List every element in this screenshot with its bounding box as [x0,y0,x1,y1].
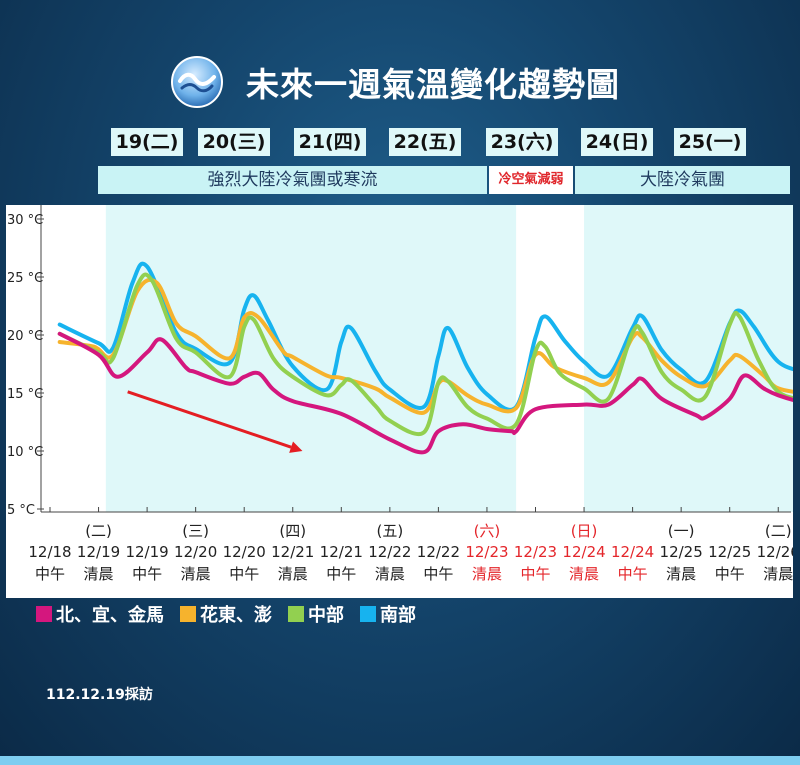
legend-swatch-central [288,606,304,622]
x-tick-date: 12/23 [514,543,557,561]
legend-item-central: 中部 [288,601,344,627]
day-label: 25(一) [674,128,746,156]
x-tick-date: 12/21 [320,543,363,561]
x-tick-date: 12/24 [611,543,654,561]
x-tick-time: 中午 [423,565,453,583]
day-label: 19(二) [111,128,183,156]
y-tick-label: 20 °C [7,329,43,344]
legend-item-south: 南部 [360,601,416,627]
x-tick-weekday: (二) [765,522,792,540]
x-tick-weekday: (六) [474,522,501,540]
x-tick-date: 12/20 [223,543,266,561]
x-tick-date: 12/18 [28,543,71,561]
day-label: 24(日) [581,128,653,156]
weather-bureau-logo-icon [171,56,223,108]
x-tick-time: 清晨 [84,565,114,583]
legend-label-south: 南部 [380,605,416,626]
regime-band-cold-surge: 強烈大陸冷氣團或寒流 [98,166,487,194]
regime-band-weakening: 冷空氣減弱 [489,166,573,194]
bottom-accent-bar [0,756,800,765]
x-tick-time: 清晨 [569,565,599,583]
x-tick-time: 清晨 [278,565,308,583]
temperature-trend-chart: 30 °C 25 °C 20 °C 15 °C 10 °C 5 °C 12/18 中午 (二) 1… [6,205,793,598]
x-tick-weekday: (二) [85,522,112,540]
legend-swatch-east [180,606,196,622]
legend-swatch-north [36,606,52,622]
x-tick-time: 清晨 [375,565,405,583]
x-tick-time: 清晨 [666,565,696,583]
page-title: 未來一週氣溫變化趨勢圖 [246,65,620,104]
x-tick-date: 12/21 [271,543,314,561]
series-line-east [57,277,793,415]
legend-item-east: 花東、澎 [180,601,272,627]
shaded-region [584,205,793,512]
series-line-south [57,261,793,412]
x-tick-date: 12/22 [417,543,460,561]
legend-label-east: 花東、澎 [200,605,272,626]
x-tick-time: 清晨 [472,565,502,583]
day-label: 20(三) [198,128,270,156]
x-tick-time: 中午 [132,565,162,583]
x-tick-weekday: (日) [571,522,598,540]
x-tick-time: 清晨 [763,565,793,583]
x-tick-time: 中午 [520,565,550,583]
chart-legend: 北、宜、金馬 花東、澎 中部 南部 [36,600,432,628]
x-tick-weekday: (五) [376,522,403,540]
y-tick-label: 15 °C [7,387,43,402]
shaded-region [105,205,517,512]
x-tick-date: 12/25 [660,543,703,561]
series-line-north [57,331,793,455]
y-tick-label: 5 °C [7,503,35,518]
x-tick-time: 中午 [618,565,648,583]
trend-arrow-head [289,441,303,453]
legend-label-central: 中部 [308,605,344,626]
x-tick-date: 12/22 [368,543,411,561]
x-tick-date: 12/19 [77,543,120,561]
x-tick-date: 12/24 [562,543,605,561]
legend-label-north: 北、宜、金馬 [56,605,164,626]
x-tick-time: 清晨 [181,565,211,583]
x-tick-date: 12/25 [708,543,751,561]
trend-arrow-line [127,390,292,449]
x-tick-time: 中午 [35,565,65,583]
x-tick-time: 中午 [326,565,356,583]
regime-band-continental-cold: 大陸冷氣團 [575,166,790,194]
y-tick-label: 10 °C [7,445,43,460]
x-tick-date: 12/23 [465,543,508,561]
day-label: 23(六) [486,128,558,156]
x-tick-date: 12/20 [174,543,217,561]
series-line-central [57,272,793,436]
x-tick-date: 12/19 [125,543,168,561]
y-tick-label: 30 °C [7,213,43,228]
day-label: 21(四) [294,128,366,156]
footnote: 112.12.19採訪 [46,687,153,703]
y-tick-label: 25 °C [7,271,43,286]
x-tick-weekday: (三) [182,522,209,540]
x-tick-time: 中午 [715,565,745,583]
legend-item-north: 北、宜、金馬 [36,601,164,627]
day-label: 22(五) [389,128,461,156]
legend-swatch-south [360,606,376,622]
x-tick-date: 12/26 [757,543,793,561]
x-tick-weekday: (一) [668,522,695,540]
x-tick-time: 中午 [229,565,259,583]
x-tick-weekday: (四) [279,522,306,540]
